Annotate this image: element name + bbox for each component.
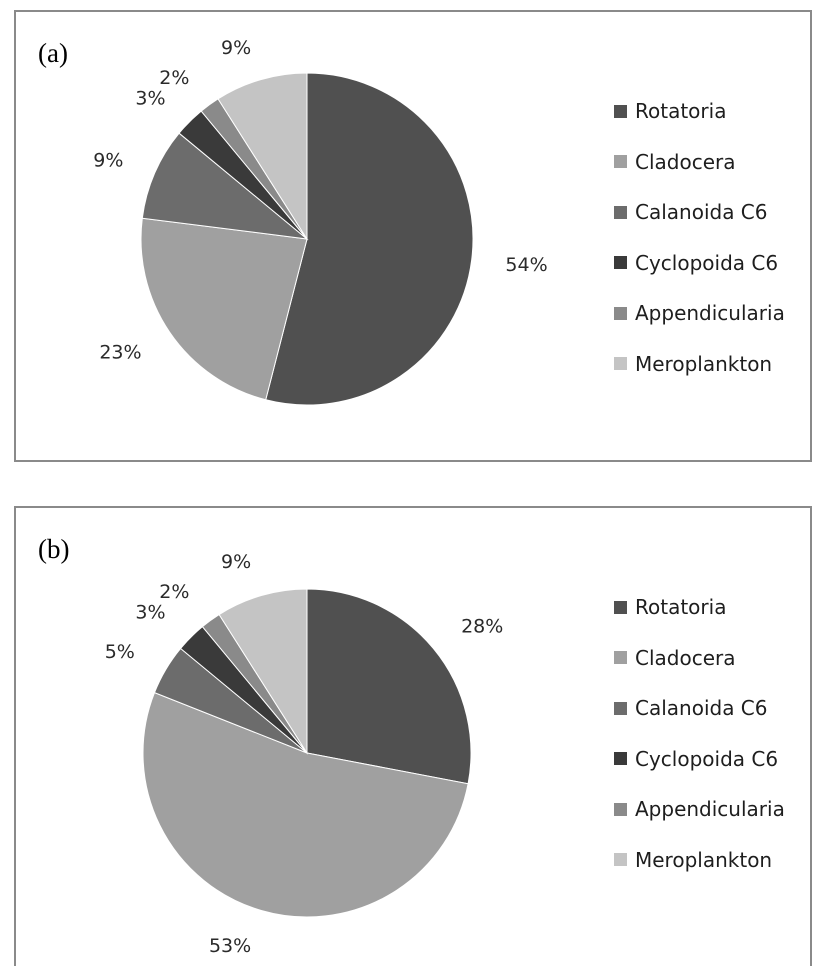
data-label-rotatoria: 54% xyxy=(505,254,547,276)
legend-item: Calanoida C6 xyxy=(614,695,785,721)
data-label-meroplankton: 9% xyxy=(221,551,251,573)
legend-label: Cladocera xyxy=(635,149,736,174)
legend-item: Cyclopoida C6 xyxy=(614,250,785,276)
data-label-rotatoria: 28% xyxy=(461,616,503,638)
chart-panel-a: 54% 23% 9% 3% 2% 9% (a) Rotatoria Cladocera C… xyxy=(14,10,812,462)
legend-swatch xyxy=(614,701,627,715)
legend-swatch xyxy=(614,357,627,371)
data-label-meroplankton: 9% xyxy=(221,37,251,59)
pie-slice-meroplankton xyxy=(218,588,308,755)
data-label-appendicularia: 2% xyxy=(159,581,189,603)
pie-slice-rotatoria xyxy=(265,72,474,406)
legend-item: Appendicularia xyxy=(614,300,785,326)
legend-label: Cladocera xyxy=(635,645,736,670)
pie-chart-b: 28% 53% 5%3%2% 9% xyxy=(105,551,504,957)
data-label-cyclopoida-c6: 3% xyxy=(135,602,165,624)
legend-swatch xyxy=(614,205,627,219)
legend-swatch xyxy=(614,752,627,766)
legend-item: Meroplankton xyxy=(614,847,785,873)
legend-item: Rotatoria xyxy=(614,98,785,124)
legend-swatch xyxy=(614,155,627,169)
legend-item: Appendicularia xyxy=(614,796,785,822)
legend-label: Rotatoria xyxy=(635,99,727,123)
data-label-cladocera: 53% xyxy=(209,935,251,957)
legend-swatch xyxy=(614,802,627,816)
legend-item: Cyclopoida C6 xyxy=(614,746,785,772)
legend-swatch xyxy=(614,306,627,320)
panel-label-a: (a) xyxy=(38,38,68,68)
pie-slice-rotatoria xyxy=(306,588,472,785)
legend-item: Meroplankton xyxy=(614,351,785,377)
legend-label: Meroplankton xyxy=(635,351,773,376)
legend-swatch xyxy=(614,600,627,614)
legend-label: Appendicularia xyxy=(635,301,785,326)
pie-chart-a: 54% 23% 9% 3%2% 9% xyxy=(93,37,548,406)
data-label-calanoida-c6: 9% xyxy=(93,150,123,172)
legend-label: Appendicularia xyxy=(635,797,785,822)
legend-item: Cladocera xyxy=(614,645,785,671)
legend-label: Cyclopoida C6 xyxy=(635,746,779,771)
legend-item: Cladocera xyxy=(614,149,785,175)
pie-slice-cladocera xyxy=(142,691,469,918)
panel-label-b: (b) xyxy=(38,534,70,564)
data-label-appendicularia: 2% xyxy=(159,67,189,89)
legend-a: Rotatoria Cladocera Calanoida C6 Cyclopo… xyxy=(614,98,785,402)
pie-slice-meroplankton xyxy=(217,72,308,241)
legend-label: Calanoida C6 xyxy=(635,696,768,721)
legend-label: Calanoida C6 xyxy=(635,200,768,225)
legend-b: Rotatoria Cladocera Calanoida C6 Cyclopo… xyxy=(614,594,785,898)
legend-label: Cyclopoida C6 xyxy=(635,250,779,275)
legend-label: Rotatoria xyxy=(635,595,727,619)
legend-label: Meroplankton xyxy=(635,847,773,872)
data-label-cladocera: 23% xyxy=(99,341,141,363)
chart-panel-b: 28% 53% 5% 3% 2% 9% (b) Rotatoria Cladocera C… xyxy=(14,506,812,966)
legend-swatch xyxy=(614,256,627,270)
legend-item: Calanoida C6 xyxy=(614,199,785,225)
data-label-cyclopoida-c6: 3% xyxy=(135,88,165,110)
pie-slice-calanoida-c6 xyxy=(141,132,309,240)
legend-item: Rotatoria xyxy=(614,594,785,620)
pie-slice-cladocera xyxy=(140,217,308,401)
legend-swatch xyxy=(614,104,627,118)
legend-swatch xyxy=(614,853,627,867)
data-label-calanoida-c6: 5% xyxy=(105,641,135,663)
legend-swatch xyxy=(614,651,627,665)
